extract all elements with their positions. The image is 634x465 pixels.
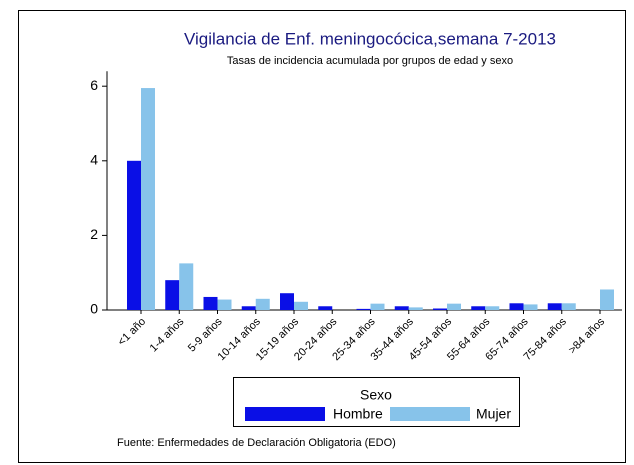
- x-tick-label: >84 años: [566, 315, 607, 356]
- x-tick-label: 1-4 años: [148, 315, 187, 354]
- bar: [547, 303, 562, 310]
- legend-swatch: [390, 407, 470, 421]
- bar: [255, 298, 270, 310]
- y-tick-label: 4: [90, 152, 98, 168]
- legend-label: Mujer: [476, 406, 511, 422]
- legend-label: Hombre: [333, 406, 383, 422]
- y-tick-label: 6: [90, 77, 98, 93]
- bar: [318, 306, 333, 310]
- bar: [600, 289, 614, 310]
- bar: [433, 308, 447, 310]
- bar: [471, 306, 486, 310]
- source-note: Fuente: Enfermedades de Declaración Obli…: [117, 437, 396, 449]
- bar: [447, 303, 461, 310]
- legend-title: Sexo: [360, 387, 392, 403]
- bar: [509, 303, 524, 310]
- y-tick-label: 2: [90, 226, 98, 242]
- x-tick-label: <1 año: [116, 316, 148, 348]
- frame: [18, 10, 626, 463]
- x-tick-label: 5-9 años: [186, 315, 225, 354]
- y-tick-label: 0: [90, 301, 98, 317]
- bar: [165, 280, 180, 310]
- bar: [408, 307, 423, 310]
- bar: [485, 306, 500, 310]
- bar: [241, 306, 256, 310]
- bar: [280, 293, 294, 310]
- bar: [141, 88, 155, 310]
- bar: [370, 303, 385, 310]
- bar: [203, 296, 218, 310]
- bar: [394, 306, 409, 310]
- bar: [217, 299, 232, 310]
- chart-title: Vigilancia de Enf. meningocócica,semana …: [184, 29, 556, 48]
- legend-swatch: [245, 407, 325, 421]
- bar: [523, 304, 538, 310]
- bar: [294, 301, 308, 310]
- bar: [561, 303, 576, 310]
- bar: [127, 160, 141, 310]
- chart-subtitle: Tasas de incidencia acumulada por grupos…: [227, 55, 513, 67]
- bar: [356, 308, 371, 310]
- bar: [179, 263, 194, 310]
